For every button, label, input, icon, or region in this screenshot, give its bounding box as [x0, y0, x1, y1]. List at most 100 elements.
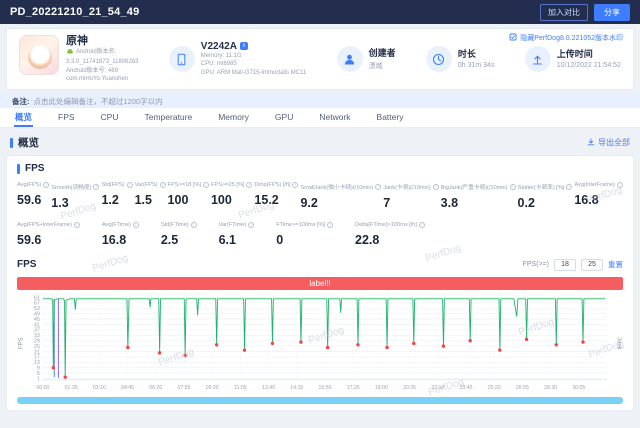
fps-threshold-input-2[interactable]	[581, 259, 603, 271]
metric-value: 0	[276, 233, 333, 247]
panel-accent-bar	[17, 164, 20, 174]
fps-chart-title: FPS	[17, 259, 36, 270]
top-bar: PD_20221210_21_54_49 加入对比 分享	[0, 0, 640, 24]
info-icon[interactable]: i	[203, 182, 209, 188]
info-icon[interactable]: i	[74, 222, 80, 228]
info-icon[interactable]: i	[617, 182, 623, 188]
svg-text:28:30: 28:30	[544, 385, 557, 391]
info-icon[interactable]: i	[191, 222, 197, 228]
fps-threshold-input-1[interactable]	[554, 259, 576, 271]
section-accent-bar	[10, 138, 13, 148]
info-icon[interactable]: i	[248, 222, 254, 228]
creator-value: 漂城	[369, 61, 396, 71]
duration-block: 时长 0h 31m 34s	[426, 46, 495, 72]
upload-icon	[525, 46, 551, 72]
overview-card: FPS Avg(FPS)i59.6Smooth(流畅度)i1.3Std(FPS)…	[6, 155, 634, 411]
remark-text: 点击此处编辑备注，不超过1200字以内	[34, 96, 163, 107]
creator-block: 创建者 漂城	[337, 46, 396, 72]
info-icon[interactable]: i	[160, 182, 166, 188]
metric: Stutter(卡顿率) [%]i0.2	[518, 182, 573, 210]
svg-text:45: 45	[34, 317, 40, 323]
remark-bar[interactable]: 备注: 点击此处编辑备注，不超过1200字以内	[0, 94, 640, 108]
info-icon[interactable]: i	[292, 182, 298, 188]
chart-brush[interactable]	[17, 397, 623, 404]
topbar-actions: 加入对比 分享	[540, 4, 630, 21]
game-name: 原神	[66, 35, 139, 47]
fps-metrics-row1: Avg(FPS)i59.6Smooth(流畅度)i1.3Std(FPS)i1.2…	[17, 182, 623, 210]
right-axis-label: Jank	[614, 293, 623, 393]
svg-text:5: 5	[37, 371, 40, 377]
svg-text:23:45: 23:45	[460, 385, 473, 391]
fps-threshold-controls: FPS(>=) 重置	[523, 259, 623, 271]
info-icon[interactable]: i	[433, 184, 439, 190]
metric: Std(FPS)i1.2	[101, 182, 132, 210]
device-block: V2242A i Memory: 11.1G CPU: mt6985 GPU: …	[169, 41, 307, 78]
upload-time-label: 上传时间	[557, 49, 621, 59]
game-block: 原神 Android版本名: 3.3.0_11741873_11806263 A…	[19, 35, 139, 84]
metric-value: 100	[168, 193, 209, 207]
svg-text:15:50: 15:50	[319, 385, 332, 391]
duration-label: 时长	[458, 49, 495, 59]
svg-text:13: 13	[34, 360, 40, 366]
watermark-note-link[interactable]: 隐藏PerfDog8.0.221052版本水印	[509, 33, 623, 43]
info-icon[interactable]: i	[43, 182, 49, 188]
svg-text:41: 41	[34, 322, 40, 328]
info-icon[interactable]: i	[510, 184, 516, 190]
metric-value: 59.6	[17, 233, 80, 247]
svg-text:22:10: 22:10	[431, 385, 444, 391]
game-package: com.miHoYo.Yuanshen	[66, 75, 139, 84]
tab-temperature[interactable]: Temperature	[144, 108, 194, 127]
game-icon	[19, 35, 59, 75]
metric-value: 2.5	[161, 233, 197, 247]
info-icon[interactable]: i	[375, 184, 381, 190]
svg-text:29: 29	[34, 339, 40, 345]
metric: Var(FTime)i6.1	[219, 222, 255, 247]
tab-network[interactable]: Network	[318, 108, 351, 127]
svg-text:04:45: 04:45	[121, 385, 134, 391]
info-icon[interactable]: i	[327, 222, 333, 228]
metric: Avg(FPS+InterFrame)i59.6	[17, 222, 80, 247]
creator-label: 创建者	[369, 48, 396, 58]
watermark-check-icon	[509, 33, 517, 43]
tab-gpu[interactable]: GPU	[274, 108, 294, 127]
svg-text:12:40: 12:40	[262, 385, 275, 391]
tab-cpu[interactable]: CPU	[100, 108, 120, 127]
device-memory: Memory: 11.1G	[201, 52, 307, 61]
svg-text:33: 33	[34, 333, 40, 339]
info-icon[interactable]: i	[127, 182, 133, 188]
svg-text:61: 61	[34, 295, 40, 301]
tab-fps[interactable]: FPS	[57, 108, 76, 127]
tab-bar: 概览 FPS CPU Temperature Memory GPU Network Batte…	[0, 108, 640, 128]
info-icon[interactable]: i	[93, 184, 99, 190]
svg-text:57: 57	[34, 301, 40, 307]
overview-section-title: 概览	[10, 135, 39, 150]
report-title: PD_20221210_21_54_49	[10, 6, 139, 18]
export-all-link[interactable]: 导出全部	[587, 137, 630, 148]
info-icon[interactable]: i	[566, 184, 572, 190]
tab-memory[interactable]: Memory	[217, 108, 250, 127]
compare-button[interactable]: 加入对比	[540, 4, 588, 21]
fps-chart-svg[interactable]: 1591317212529333741454953576100:0001:350…	[26, 293, 614, 393]
reset-link[interactable]: 重置	[608, 259, 623, 270]
info-icon[interactable]: i	[419, 222, 425, 228]
tab-battery[interactable]: Battery	[376, 108, 405, 127]
game-build: Android版本号: 469	[66, 67, 139, 76]
device-verified-icon[interactable]: i	[240, 42, 248, 50]
fps-metrics-row2: Avg(FPS+InterFrame)i59.6Avg(FTime)i16.8S…	[17, 222, 623, 247]
tab-overview[interactable]: 概览	[14, 108, 33, 127]
svg-text:07:55: 07:55	[177, 385, 190, 391]
metric-value: 22.8	[355, 233, 425, 247]
info-icon[interactable]: i	[246, 182, 252, 188]
fps-chart-header: FPS FPS(>=) 重置	[17, 257, 623, 272]
svg-text:49: 49	[34, 312, 40, 318]
info-icon[interactable]: i	[133, 222, 139, 228]
svg-text:17: 17	[34, 355, 40, 361]
metric: BigJank(严重卡顿)(/10min)i3.8	[441, 182, 516, 210]
export-icon	[587, 138, 595, 148]
metric: Var(FPS)i1.5	[135, 182, 166, 210]
svg-text:1: 1	[37, 376, 40, 382]
report-header: 原神 Android版本名: 3.3.0_11741873_11806263 A…	[6, 28, 634, 90]
fps-chart-area: FPS 1591317212529333741454953576100:0001…	[17, 293, 623, 393]
share-button[interactable]: 分享	[594, 4, 630, 21]
metric: FPS>=18 [%]i100	[168, 182, 209, 210]
